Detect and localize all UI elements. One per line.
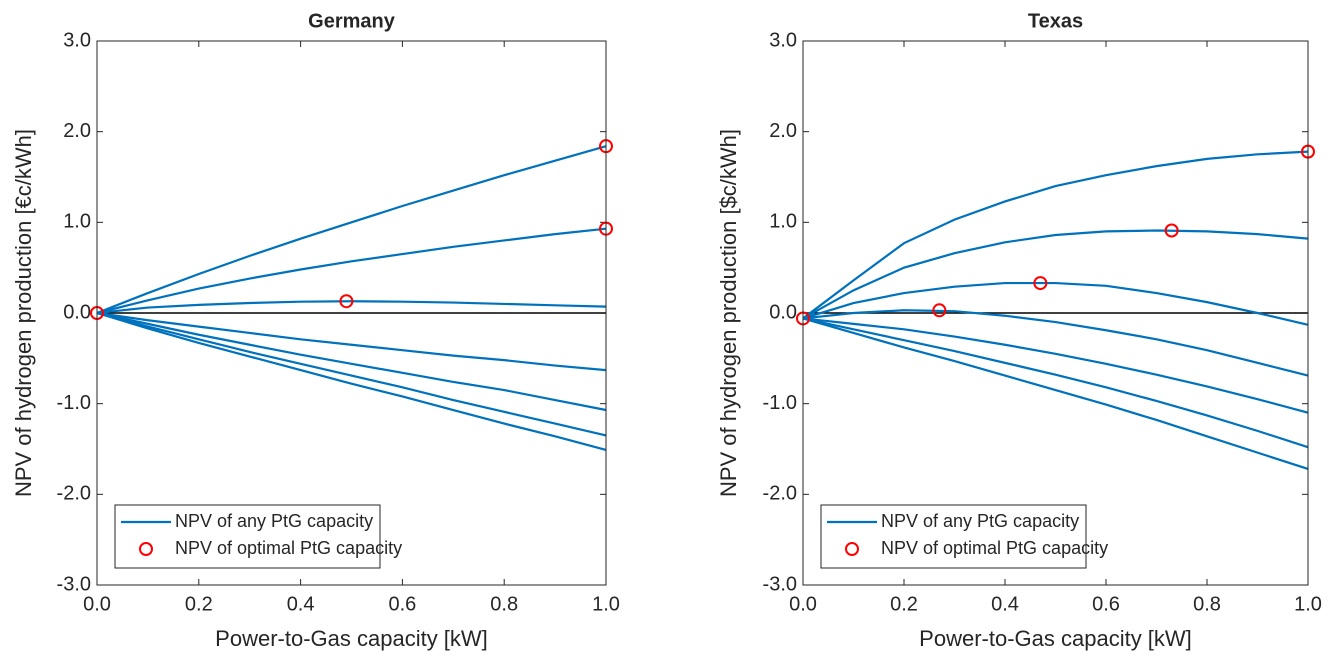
y-tick-label: -3.0 — [57, 573, 91, 595]
x-tick-label: 0.6 — [388, 593, 416, 615]
npv-curve — [802, 281, 1309, 326]
x-tick-label: 0.4 — [287, 593, 315, 615]
optimal-marker — [339, 294, 354, 309]
x-tick-label: 0.4 — [991, 593, 1019, 615]
y-axis-label: NPV of hydrogen production [$c/kWh] — [716, 129, 741, 497]
optimal-marker — [932, 303, 947, 318]
legend-label: NPV of optimal PtG capacity — [881, 538, 1108, 558]
y-tick-label: -3.0 — [763, 573, 797, 595]
npv-curve — [96, 311, 607, 412]
legend-box — [114, 504, 381, 569]
legend-marker-swatch — [139, 542, 153, 556]
legend-label: NPV of any PtG capacity — [881, 511, 1079, 531]
y-tick-label: 3.0 — [769, 29, 797, 51]
npv-curve — [802, 150, 1309, 320]
npv-curve — [802, 317, 1309, 449]
x-tick-label: 0.0 — [789, 593, 817, 615]
y-tick-label: 1.0 — [63, 211, 91, 233]
x-axis-label: Power-to-Gas capacity [kW] — [215, 626, 488, 651]
legend-marker-swatch — [845, 542, 859, 556]
npv-curve — [96, 145, 607, 315]
axes-box — [96, 40, 607, 586]
chart-title: Germany — [308, 10, 396, 32]
y-tick-label: -2.0 — [763, 483, 797, 505]
x-tick-label: 0.6 — [1092, 593, 1120, 615]
x-tick-label: 0.8 — [1193, 593, 1221, 615]
axes: Germany 0.0 0.2 0.4 0.6 0.8 1.0 -3.0 -2.0 -1.0 0.0… — [11, 10, 620, 651]
x-tick-label: 0.2 — [890, 593, 918, 615]
axes: Texas 0.0 0.2 0.4 0.6 0.8 1.0 -3.0 -2.0 -1.0 0.0 1.… — [716, 10, 1322, 651]
chart-title: Texas — [1028, 10, 1083, 32]
npv-curve — [802, 317, 1309, 414]
npv-curve — [96, 227, 607, 315]
npv-curve — [802, 317, 1309, 470]
y-tick-label: 3.0 — [63, 29, 91, 51]
y-tick-label: 0.0 — [63, 301, 91, 323]
y-tick-label: -1.0 — [763, 392, 797, 414]
legend-label: NPV of any PtG capacity — [175, 511, 373, 531]
legend-label: NPV of optimal PtG capacity — [175, 538, 402, 558]
x-tick-label: 0.8 — [490, 593, 518, 615]
y-axis-label: NPV of hydrogen production [€c/kWh] — [11, 129, 36, 497]
x-tick-label: 0.2 — [185, 593, 213, 615]
y-tick-label: 2.0 — [63, 120, 91, 142]
x-axis-label: Power-to-Gas capacity [kW] — [919, 626, 1192, 651]
npv-curve — [802, 309, 1309, 377]
y-tick-label: 1.0 — [769, 211, 797, 233]
npv-curve — [96, 311, 607, 372]
optimal-marker — [1164, 223, 1179, 238]
x-tick-label: 1.0 — [592, 593, 620, 615]
y-tick-label: -1.0 — [57, 392, 91, 414]
x-tick-label: 1.0 — [1294, 593, 1322, 615]
y-tick-label: -2.0 — [57, 483, 91, 505]
y-tick-label: 2.0 — [769, 120, 797, 142]
x-tick-label: 0.0 — [83, 593, 111, 615]
npv-curve — [96, 311, 607, 437]
y-tick-label: 0.0 — [769, 301, 797, 323]
legend-box — [820, 504, 1087, 569]
axes-box — [802, 40, 1309, 586]
optimal-marker — [1033, 276, 1048, 291]
npv-curve — [802, 229, 1309, 320]
npv-curve — [96, 311, 607, 451]
